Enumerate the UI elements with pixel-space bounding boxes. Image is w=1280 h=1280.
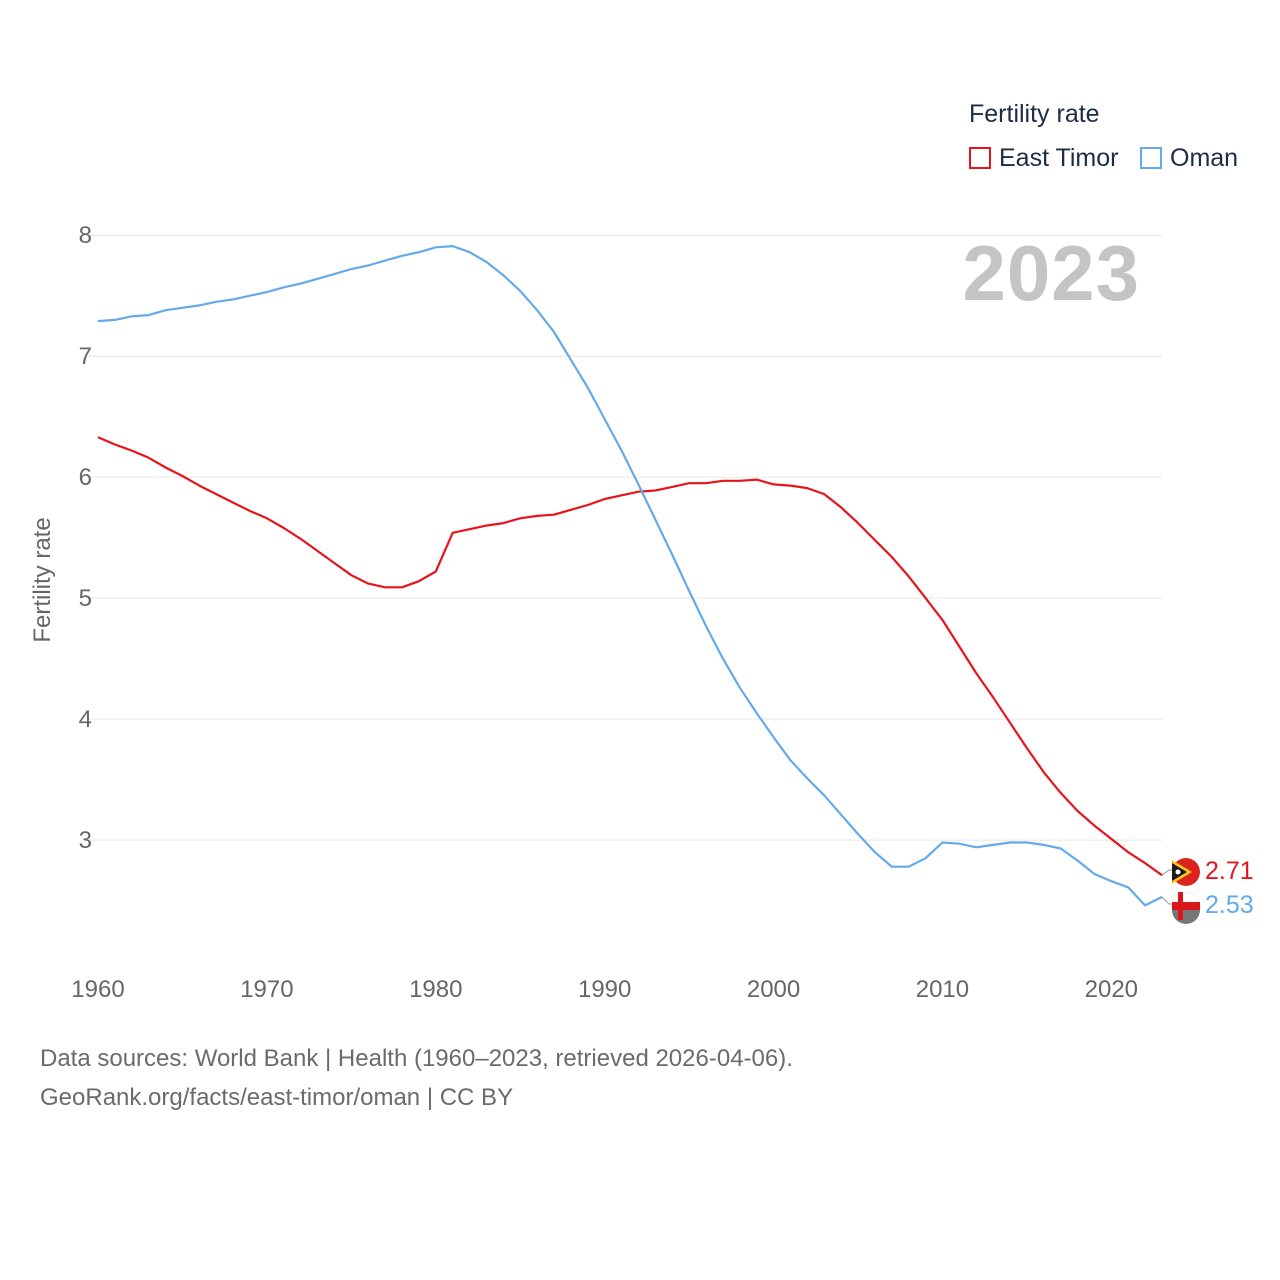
x-tick-label: 1980 (409, 976, 462, 1003)
legend-swatch-oman (1140, 147, 1162, 169)
end-value-label-east-timor: 2.71 (1205, 857, 1254, 885)
data-source-note: Data sources: World Bank | Health (1960–… (40, 1045, 793, 1072)
legend-item-east-timor[interactable]: East Timor (969, 143, 1118, 173)
end-value-label-oman: 2.53 (1205, 891, 1254, 919)
y-tick-label: 8 (79, 222, 92, 249)
grid-lines (88, 234, 1162, 841)
y-tick-label: 6 (79, 464, 92, 491)
legend-title: Fertility rate (969, 100, 1100, 128)
series-line-east-timor (97, 436, 1163, 877)
legend-label-east-timor: East Timor (999, 143, 1119, 172)
x-tick-label: 1960 (71, 976, 124, 1003)
x-tick-label: 2010 (916, 976, 969, 1003)
year-label: 2023 (962, 229, 1140, 317)
legend-item-oman[interactable]: Oman (1140, 143, 1238, 173)
source-link[interactable]: GeoRank.org/facts/east-timor/oman | CC B… (40, 1084, 514, 1111)
flag-icon-oman (1171, 891, 1201, 924)
end-markers: 2.71 2.53 (1161, 857, 1254, 924)
x-tick-labels: 1960 1970 1980 1990 2000 2010 2020 (71, 976, 1138, 1003)
y-tick-label: 3 (79, 827, 92, 854)
y-tick-labels: 3 4 5 6 7 8 (79, 222, 92, 854)
x-tick-label: 1970 (240, 976, 293, 1003)
series-lines (97, 245, 1163, 907)
x-tick-label: 2000 (747, 976, 800, 1003)
legend-label-oman: Oman (1170, 143, 1239, 172)
series-line-oman (97, 245, 1163, 907)
flag-icon-east-timor (1172, 858, 1200, 886)
x-tick-label: 1990 (578, 976, 631, 1003)
y-tick-label: 5 (79, 585, 92, 612)
legend-swatch-east-timor (969, 147, 991, 169)
x-tick-label: 2020 (1085, 976, 1138, 1003)
y-tick-label: 4 (79, 706, 92, 733)
y-tick-label: 7 (79, 343, 92, 370)
y-axis-title: Fertility rate (29, 517, 56, 642)
